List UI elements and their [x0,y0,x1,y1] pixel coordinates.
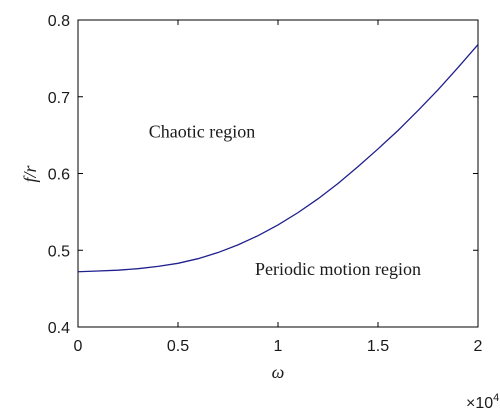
y-tick-label: 0.8 [48,13,70,30]
region-annotation: Periodic motion region [255,259,421,279]
x-scale-factor: ×104 [466,392,499,412]
y-axis-label: f/r [20,165,40,183]
y-tick-label: 0.6 [48,167,70,184]
region-annotation: Chaotic region [149,121,255,141]
x-tick-label: 1 [274,338,283,355]
series-line [77,44,479,273]
x-tick-label: 2 [474,338,483,355]
x-tick-label: 0.5 [167,338,189,355]
x-scale-base: ×10 [466,395,493,412]
x-tick-label: 0 [74,338,83,355]
y-axis-ticks: 0.4 0.5 0.6 0.7 0.8 [48,13,478,337]
y-tick-label: 0.4 [48,320,70,337]
x-axis-label: ω [272,362,285,382]
x-scale-exponent: 4 [493,392,499,404]
annotations: Chaotic region Periodic motion region [149,121,421,278]
y-tick-label: 0.7 [48,90,70,107]
x-tick-label: 1.5 [367,338,389,355]
x-axis-ticks: 0 0.5 1 1.5 2 [74,20,483,355]
y-tick-label: 0.5 [48,243,70,260]
plot-frame [77,19,479,328]
